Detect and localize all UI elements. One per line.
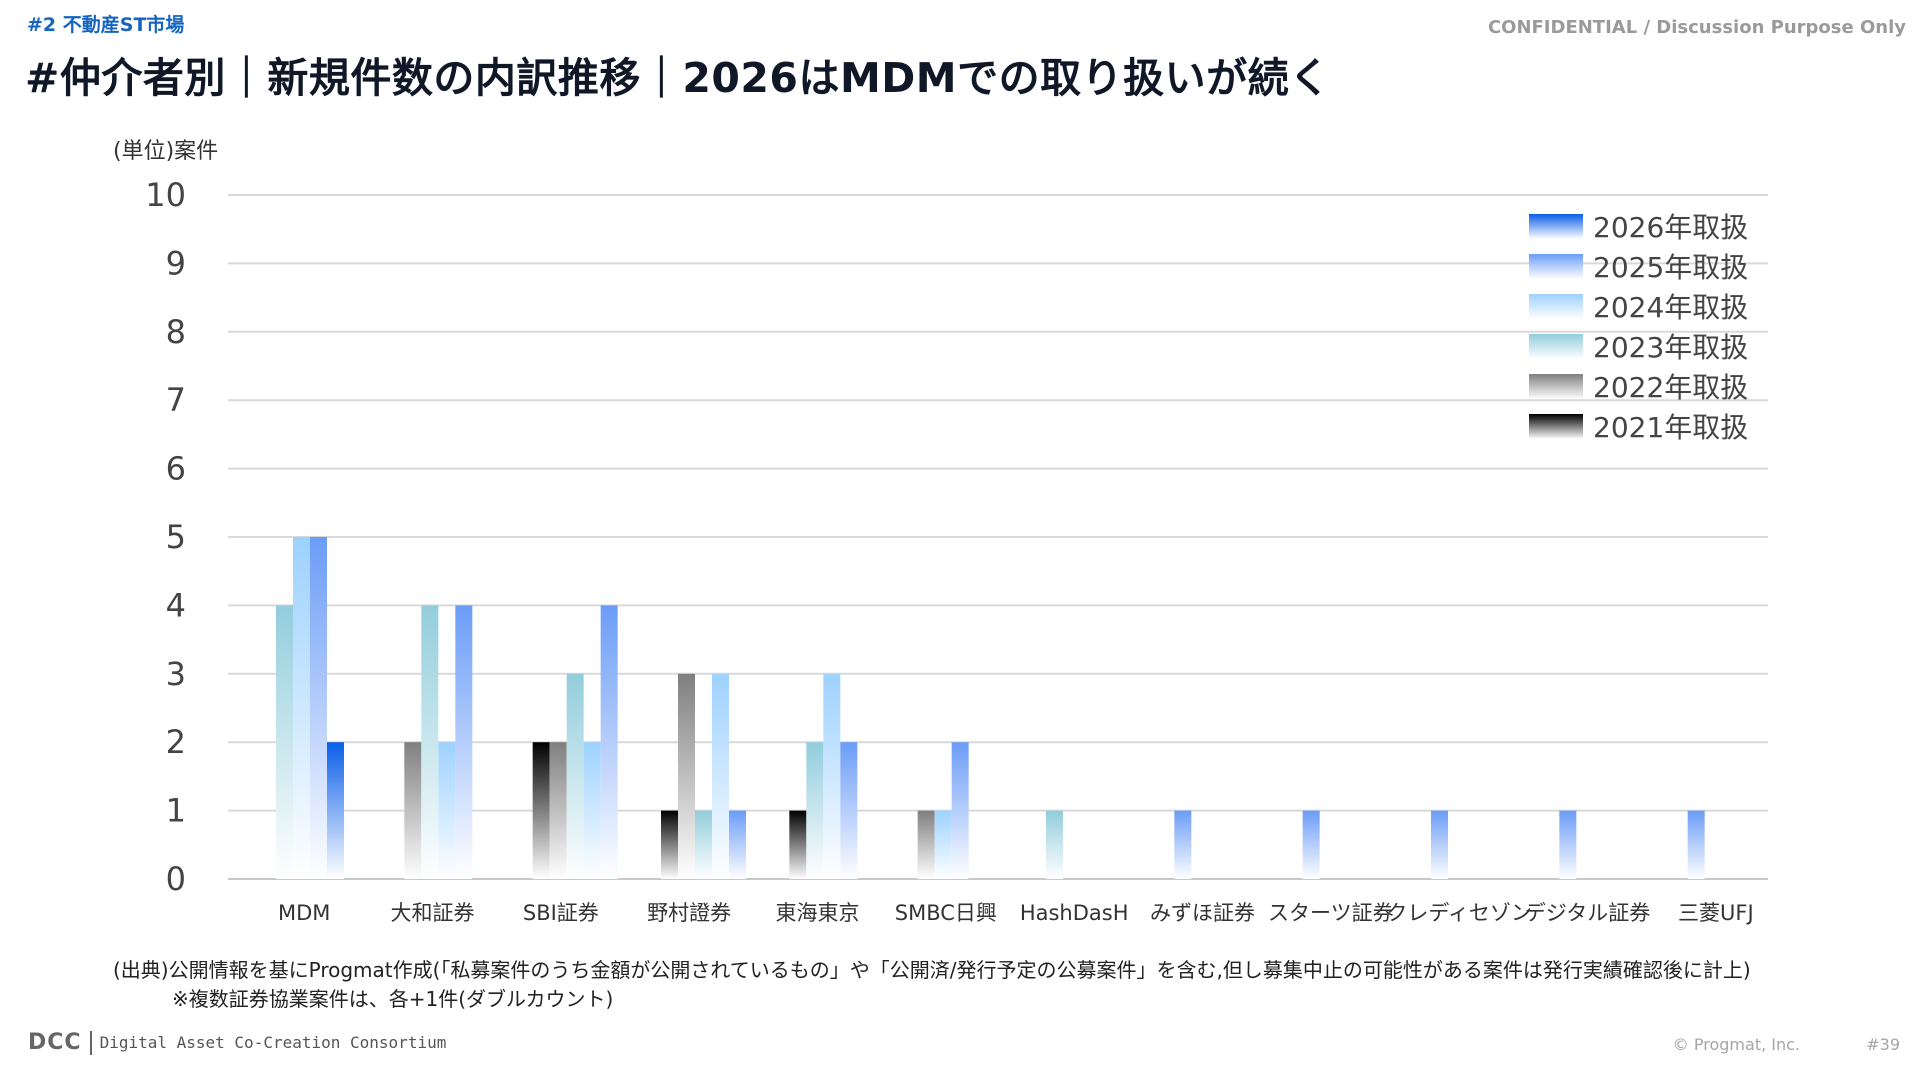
bar: [310, 537, 327, 879]
bar: [789, 810, 807, 879]
bars: [276, 537, 1705, 879]
y-axis-ticks: 0 1 2 3 4 5 6 7 8 9 10: [145, 176, 186, 898]
confidential-label: CONFIDENTIAL / Discussion Purpose Only: [1487, 17, 1906, 38]
legend-label: 2022年取扱: [1593, 371, 1748, 404]
bar: [729, 810, 746, 879]
bar: [1431, 810, 1448, 879]
y-tick-label: 4: [166, 586, 186, 624]
legend-swatch: [1529, 254, 1583, 279]
bar: [276, 605, 293, 879]
legend-swatch: [1529, 414, 1583, 439]
legend: 2026年取扱 2025年取扱 2024年取扱 2023年取扱 2022年取扱 2021年…: [1529, 211, 1748, 444]
bar: [806, 742, 824, 879]
y-tick-label: 9: [166, 244, 186, 282]
bar: [549, 742, 567, 879]
legend-swatch: [1529, 294, 1583, 319]
y-tick-label: 6: [166, 450, 186, 488]
source-note: (出典)公開情報を基にProgmat作成(「私募案件のうち金額が公開されているも…: [113, 958, 1751, 982]
y-tick-label: 5: [166, 518, 186, 556]
x-tick-label: クレディセゾン: [1386, 901, 1532, 925]
legend-label: 2024年取扱: [1593, 291, 1748, 324]
x-tick-label: HashDasH: [1020, 901, 1129, 925]
x-tick-label: 三菱UFJ: [1678, 901, 1754, 925]
bar: [661, 810, 678, 879]
section-tag: #2 不動産ST市場: [27, 14, 185, 36]
x-tick-label: SMBC日興: [895, 901, 997, 925]
bar: [455, 605, 473, 879]
bar: [421, 605, 439, 879]
x-tick-label: 野村證券: [647, 901, 731, 925]
y-tick-label: 0: [166, 860, 186, 898]
dcc-logo-text: DCC: [28, 1030, 82, 1055]
y-tick-label: 2: [166, 723, 186, 761]
org-name: Digital Asset Co-Creation Consortium: [99, 1033, 447, 1052]
legend-label: 2025年取扱: [1593, 251, 1748, 284]
x-tick-label: みずほ証券: [1150, 901, 1255, 925]
bar: [583, 742, 601, 879]
footer-logo: DCC Digital Asset Co-Creation Consortium: [28, 1030, 446, 1055]
y-tick-label: 1: [166, 792, 186, 830]
grid-lines: [228, 194, 1768, 880]
bar: [678, 673, 695, 879]
bar: [327, 742, 344, 879]
bar: [293, 537, 310, 879]
x-tick-label: スターツ証券: [1268, 901, 1394, 925]
legend-label: 2021年取扱: [1593, 411, 1748, 444]
bar: [1559, 810, 1577, 879]
bar: [917, 810, 935, 879]
bar: [840, 742, 858, 879]
bar: [600, 605, 618, 879]
bar: [712, 673, 729, 879]
y-axis-unit-label: (単位)案件: [113, 139, 219, 164]
copyright: © Progmat, Inc.: [1672, 1035, 1800, 1054]
y-tick-label: 10: [145, 176, 186, 214]
bar: [934, 810, 952, 879]
bar: [1687, 810, 1705, 879]
y-tick-label: 8: [166, 313, 186, 351]
bar: [438, 742, 456, 879]
page-title: #仲介者別｜新規件数の内訳推移｜2026はMDMでの取り扱いが続く: [25, 54, 1331, 102]
x-tick-label: デジタル証券: [1525, 901, 1651, 925]
bar: [404, 742, 422, 879]
x-tick-label: 東海東京: [776, 901, 860, 925]
legend-label: 2023年取扱: [1593, 331, 1748, 364]
bar: [695, 810, 712, 879]
bar: [1302, 810, 1320, 879]
bar: [823, 673, 841, 879]
y-tick-label: 7: [166, 381, 186, 419]
x-tick-label: SBI証券: [523, 901, 599, 925]
y-tick-label: 3: [166, 655, 186, 693]
double-count-note: ※複数証券協業案件は、各+1件(ダブルカウント): [172, 987, 614, 1011]
legend-swatch: [1529, 374, 1583, 399]
x-axis-categories: MDM 大和証券 SBI証券 野村證券 東海東京 SMBC日興 HashDasH みずほ証券ス…: [278, 901, 1754, 925]
bar: [951, 742, 969, 879]
bar: [566, 673, 584, 879]
page-number: #39: [1866, 1035, 1900, 1054]
logo-divider: [89, 1030, 92, 1055]
bar: [1046, 810, 1063, 879]
bar: [532, 742, 550, 879]
legend-swatch: [1529, 214, 1583, 239]
x-tick-label: 大和証券: [391, 901, 475, 925]
legend-swatch: [1529, 334, 1583, 359]
legend-label: 2026年取扱: [1593, 211, 1748, 244]
x-tick-label: MDM: [278, 901, 330, 925]
bar: [1174, 810, 1192, 879]
